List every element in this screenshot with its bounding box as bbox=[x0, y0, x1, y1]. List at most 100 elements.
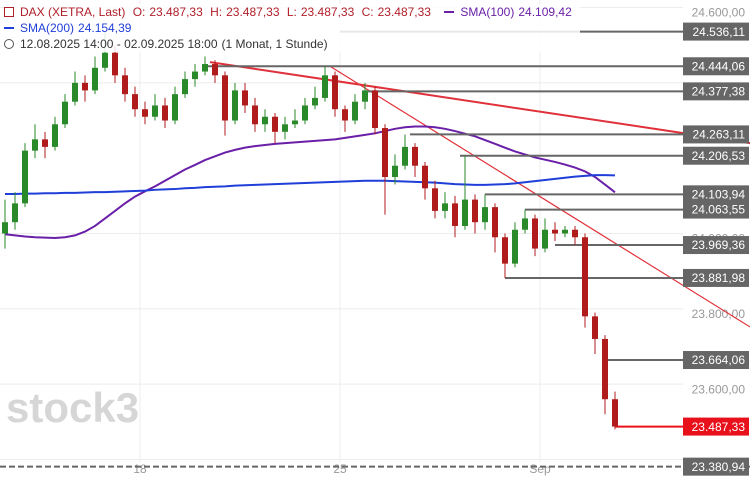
trendline bbox=[329, 65, 750, 328]
candle-body bbox=[82, 82, 88, 91]
candle-body bbox=[162, 105, 168, 121]
candle-body bbox=[132, 94, 138, 110]
candle-body bbox=[612, 399, 618, 427]
y-tick-label: 23.600,00 bbox=[692, 382, 746, 396]
candle-body bbox=[402, 146, 408, 166]
sma-line bbox=[5, 174, 616, 195]
candle-body bbox=[202, 64, 208, 72]
candle-body bbox=[332, 75, 338, 110]
level-label: 23.380,94 bbox=[692, 460, 746, 474]
candle-body bbox=[252, 105, 258, 125]
chart-header: DAX (XETRA, Last) O: 23.487,33 H: 23.487,3… bbox=[4, 4, 580, 52]
candle-body bbox=[192, 71, 198, 80]
ohlc-value: 23.487,33 bbox=[149, 5, 203, 19]
candle-body bbox=[492, 207, 498, 238]
legend-name: SMA(200) bbox=[20, 21, 75, 35]
candle-body bbox=[482, 207, 488, 223]
instrument-icon bbox=[4, 7, 14, 17]
level-label: 23.969,36 bbox=[692, 238, 746, 252]
legend-name: SMA(100) bbox=[460, 5, 515, 19]
candle-body bbox=[22, 150, 28, 204]
candle-body bbox=[472, 199, 478, 223]
candle-body bbox=[532, 218, 538, 249]
legend-value: 24.109,42 bbox=[518, 5, 572, 19]
sma-line bbox=[4, 125, 616, 240]
y-tick-label: 24.600,00 bbox=[692, 6, 746, 20]
level-label: 23.881,98 bbox=[692, 271, 746, 285]
candle-body bbox=[282, 124, 288, 132]
candle-body bbox=[112, 52, 118, 76]
candle-body bbox=[582, 237, 588, 317]
candle-body bbox=[12, 203, 18, 223]
candle-body bbox=[32, 139, 38, 151]
candle-body bbox=[562, 229, 568, 234]
level-label: 23.487,33 bbox=[692, 420, 746, 434]
ohlc-key: C: bbox=[361, 5, 374, 19]
level-label-box bbox=[683, 351, 749, 370]
level-label: 24.206,53 bbox=[692, 149, 746, 163]
level-label: 23.664,06 bbox=[692, 353, 746, 367]
instrument-name: DAX (XETRA, Last) bbox=[20, 5, 126, 19]
candle-body bbox=[382, 128, 388, 178]
candle-body bbox=[142, 109, 148, 117]
candle-body bbox=[122, 75, 128, 95]
legend-swatch bbox=[4, 27, 14, 29]
candle-body bbox=[312, 97, 318, 106]
level-label: 24.263,11 bbox=[693, 128, 746, 142]
candle-body bbox=[512, 229, 518, 264]
level-label: 24.063,55 bbox=[692, 203, 746, 217]
candle-body bbox=[342, 109, 348, 121]
watermark: stock3 bbox=[6, 384, 139, 431]
candle-body bbox=[522, 218, 528, 230]
candle-body bbox=[362, 90, 368, 102]
candle-body bbox=[502, 237, 508, 264]
candle-body bbox=[72, 82, 78, 102]
x-tick-label: Sep bbox=[529, 462, 551, 476]
ohlc-value: 23.487,33 bbox=[377, 5, 431, 19]
candle-body bbox=[432, 188, 438, 211]
level-label-box bbox=[683, 185, 749, 204]
date-range: 12.08.2025 14:00 - 02.09.2025 18:00 bbox=[20, 37, 218, 51]
candle-body bbox=[302, 105, 308, 121]
candle-body bbox=[422, 165, 428, 189]
candle-body bbox=[322, 75, 328, 98]
candle-body bbox=[242, 90, 248, 106]
candle-body bbox=[412, 146, 418, 166]
level-label-box bbox=[683, 82, 749, 101]
instrument-row: DAX (XETRA, Last) O: 23.487,33 H: 23.487,3… bbox=[4, 4, 576, 20]
candle-body bbox=[452, 203, 458, 226]
candle-body bbox=[372, 90, 378, 129]
candle-body bbox=[442, 203, 448, 211]
period-row: 12.08.2025 14:00 - 02.09.2025 18:00 (1 Mo… bbox=[4, 36, 576, 52]
level-label: 24.444,06 bbox=[692, 59, 746, 73]
candle-body bbox=[602, 338, 608, 400]
candle-body bbox=[272, 116, 278, 132]
legend-swatch bbox=[444, 11, 455, 13]
candle-body bbox=[572, 229, 578, 238]
candle-body bbox=[102, 52, 108, 68]
period: (1 Monat, 1 Stunde) bbox=[221, 37, 328, 51]
candle-body bbox=[552, 229, 558, 234]
candle-body bbox=[592, 316, 598, 339]
candle-body bbox=[232, 90, 238, 121]
level-label-box bbox=[683, 57, 749, 76]
level-label-box bbox=[683, 22, 749, 41]
y-tick-label: 23.800,00 bbox=[692, 307, 746, 321]
ohlc-key: L: bbox=[286, 5, 297, 19]
x-tick-label: 18 bbox=[133, 462, 147, 476]
candle-body bbox=[392, 165, 398, 178]
candle-body bbox=[292, 120, 298, 125]
ohlc-key: O: bbox=[132, 5, 146, 19]
candle-body bbox=[352, 101, 358, 121]
level-label-box bbox=[683, 200, 749, 219]
level-label-box bbox=[683, 236, 749, 255]
candle-body bbox=[222, 75, 228, 121]
trendline bbox=[209, 61, 750, 145]
x-tick-label: 25 bbox=[333, 462, 347, 476]
level-label: 24.377,38 bbox=[692, 85, 746, 99]
candle-body bbox=[262, 116, 268, 125]
ohlc-value: 23.487,33 bbox=[226, 5, 280, 19]
level-label-box bbox=[683, 457, 749, 476]
